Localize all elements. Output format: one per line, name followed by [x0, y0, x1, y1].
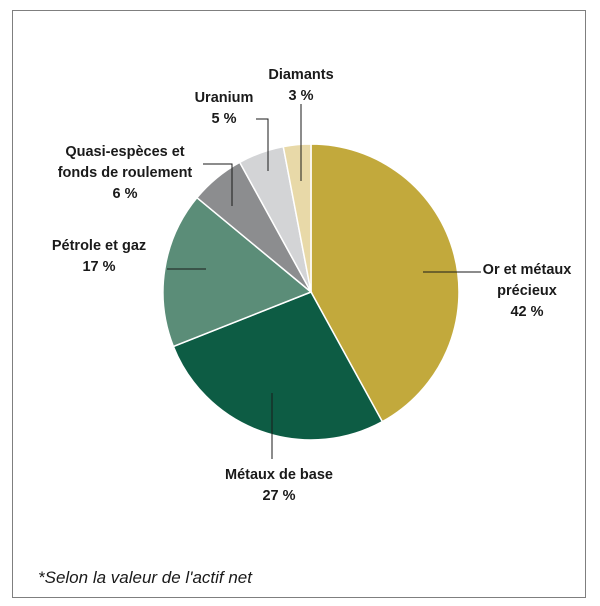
footnote: *Selon la valeur de l'actif net — [38, 568, 252, 587]
slice-name-label: précieux — [497, 283, 557, 299]
pie-slice-0 — [310, 143, 460, 423]
slice-value-label: 17 % — [82, 259, 115, 275]
slice-name-label: Uranium — [195, 90, 254, 106]
slice-value-label: 6 % — [113, 186, 138, 202]
pie-slice-1 — [172, 291, 384, 441]
pie-slice-5 — [282, 143, 312, 293]
slice-value-label: 3 % — [289, 88, 314, 104]
pie-slice-2 — [162, 196, 313, 348]
leader-line-3 — [203, 163, 233, 206]
chart-frame: Or et métaux précieux 42 % Métaux de base 27… — [12, 10, 586, 598]
slice-name-label: Diamants — [268, 67, 333, 83]
slice-name-label: Quasi-espèces et — [65, 144, 184, 160]
slice-name-label: fonds de roulement — [58, 165, 193, 181]
slice-name-label: Or et métaux — [483, 262, 572, 278]
slice-value-label: 42 % — [510, 304, 543, 320]
slice-name-label: Métaux de base — [225, 467, 333, 483]
slice-value-label: 27 % — [262, 488, 295, 504]
slice-name-label: Pétrole et gaz — [52, 238, 146, 254]
leader-line-4 — [256, 118, 269, 171]
pie-chart: Or et métaux précieux 42 % Métaux de base 27… — [52, 67, 572, 504]
slice-value-label: 5 % — [212, 111, 237, 127]
